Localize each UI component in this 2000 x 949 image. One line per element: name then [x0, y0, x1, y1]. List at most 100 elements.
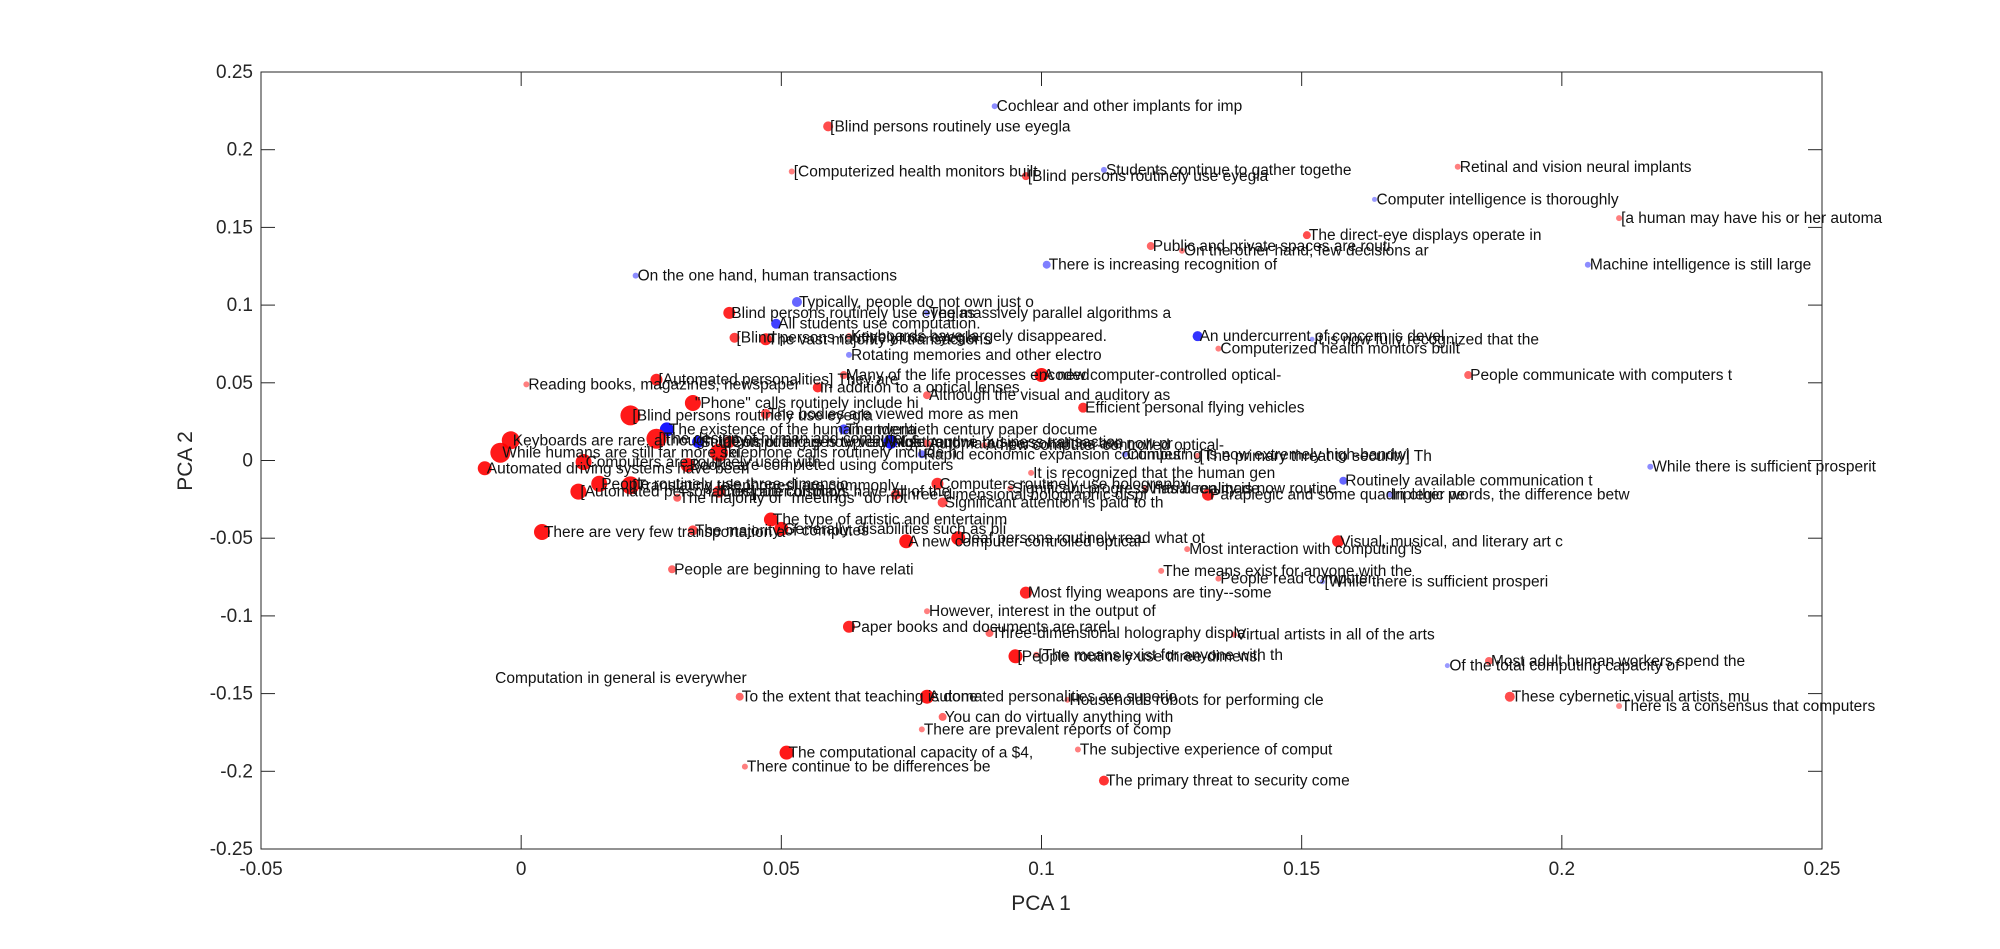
- data-point-label: Blind persons routinely use eyeglas: [731, 305, 975, 322]
- data-point: [838, 424, 849, 435]
- plot-area: [260, 71, 1823, 850]
- data-point: [687, 525, 698, 536]
- data-point: [1387, 491, 1394, 498]
- y-tick-label: 0: [242, 451, 253, 472]
- data-point: [1033, 651, 1040, 658]
- data-point: [692, 435, 705, 448]
- data-point: [1647, 463, 1654, 470]
- data-point: [759, 333, 772, 346]
- data-point-label: [The means exist for anyone with th: [1038, 647, 1283, 664]
- data-point-label: Significant progress has been made: [1012, 480, 1259, 497]
- y-tick-label: -0.1: [220, 606, 253, 627]
- data-point-label: An undercurrent of concern is devel: [1200, 328, 1445, 345]
- data-point: [883, 434, 898, 449]
- data-point-label: The existence of the human underla: [669, 421, 917, 438]
- data-point: [523, 381, 530, 388]
- data-point-label: Retinal and vision neural implants: [1460, 159, 1692, 176]
- data-point: [1372, 196, 1378, 202]
- data-point: [924, 608, 931, 615]
- data-point-label: Computers are routinely used with: [586, 454, 821, 471]
- data-point: [923, 391, 932, 400]
- data-point-label: [Blind persons routinely use eyegla: [1028, 168, 1269, 185]
- data-point: [1504, 691, 1515, 702]
- data-point-label: Paraplegic and some quadriplegic pe: [1210, 487, 1465, 504]
- data-point-label: Computing is now very high bandwi: [731, 434, 975, 451]
- data-point-label: The subjective experience of comput: [1080, 742, 1333, 759]
- data-point: [1454, 163, 1461, 170]
- data-point-label: While there is sufficient prosperit: [1652, 459, 1876, 476]
- data-point-label: The primary threat to security come: [1106, 773, 1350, 790]
- data-point-label: Machine intelligence is still large: [1590, 257, 1811, 274]
- data-point: [1616, 703, 1623, 710]
- data-point-label: Many of the life processes encoded: [846, 367, 1090, 384]
- y-tick-label: 0.1: [227, 295, 253, 316]
- data-point: [951, 531, 966, 546]
- data-point: [490, 442, 511, 463]
- data-point-label: Automated personalities are superio: [929, 689, 1177, 706]
- data-point-label: Computer displays have all of the: [721, 484, 950, 501]
- data-point: [673, 493, 682, 502]
- data-point-label: Telephone calls routinely include h: [721, 445, 957, 462]
- x-tick-label: 0.15: [1283, 859, 1320, 880]
- data-point-label: Books are completed using computers: [690, 457, 954, 474]
- data-point: [680, 458, 695, 473]
- data-point: [1309, 336, 1315, 342]
- data-point-label: It is recognized that the human gen: [1033, 465, 1275, 482]
- y-tick-label: 0.05: [216, 373, 253, 394]
- data-point-label: Significant attention is paid to th: [945, 494, 1164, 511]
- data-point-label: Computers routinely use holography: [939, 476, 1188, 493]
- data-point: [1121, 451, 1128, 458]
- data-point-label: Keyboards are rare, although they s: [513, 432, 760, 449]
- data-point: [981, 441, 988, 448]
- data-point: [1042, 260, 1051, 269]
- data-point-label: A new computer-controlled optical-: [986, 437, 1224, 454]
- data-point: [735, 692, 744, 701]
- data-point-label: However, interest in the output of: [929, 603, 1156, 620]
- data-point: [763, 512, 778, 527]
- data-point: [1142, 485, 1149, 492]
- data-point-label: The bodies are viewed more as men: [768, 406, 1019, 423]
- data-point: [924, 309, 931, 316]
- data-point-label: [The design of human and computer s: [658, 431, 919, 448]
- data-point-label: [Blind persons routinely use eyegla: [830, 118, 1071, 135]
- data-point-label: The massively parallel algorithms a: [929, 305, 1171, 322]
- data-point: [938, 712, 947, 721]
- data-point: [1464, 371, 1473, 380]
- data-point-label: You can do virtually anything with: [945, 709, 1174, 726]
- data-point: [477, 461, 492, 476]
- data-point-label: Rotating memories and other electro: [851, 347, 1102, 364]
- y-tick-label: -0.2: [220, 761, 253, 782]
- data-point: [1007, 485, 1014, 492]
- data-point-label: Automated personalities are now pr: [929, 435, 1173, 452]
- axis-ticks: [260, 71, 1823, 850]
- data-point-label: People are beginning to have relati: [674, 561, 914, 578]
- data-point: [709, 443, 728, 462]
- data-point: [729, 332, 740, 343]
- data-point: [1332, 535, 1345, 548]
- data-point: [570, 483, 587, 500]
- data-point: [723, 435, 736, 448]
- data-point-label: It is now fully recognized that the: [1314, 331, 1539, 348]
- data-point: [779, 745, 794, 760]
- data-point: [890, 489, 901, 500]
- x-tick-label: -0.05: [239, 859, 282, 880]
- data-point-label: The twentieth century paper docume: [846, 421, 1098, 438]
- data-point: [1215, 575, 1222, 582]
- data-point-label: [The primary threat to security] Th: [1200, 448, 1432, 465]
- annotation-label: Computation in general is everywher: [495, 670, 747, 687]
- data-point-label: The direct-eye displays operate in: [1309, 227, 1542, 244]
- data-point-label: [Blind persons routinely use eyegla: [737, 330, 978, 347]
- data-point-label: The majority of "meetings" do not: [679, 490, 908, 507]
- x-tick-label: 0.2: [1549, 859, 1575, 880]
- data-point: [920, 689, 935, 704]
- x-tick-label: 0: [516, 859, 527, 880]
- data-point-label: Computer intelligence is thoroughly: [1377, 191, 1619, 208]
- data-point: [760, 408, 771, 419]
- data-point: [1078, 402, 1089, 413]
- x-tick-label: 0.25: [1804, 859, 1841, 880]
- data-point-label: Three-dimensional holographic displ: [898, 487, 1147, 504]
- data-point: [812, 382, 823, 393]
- x-axis-title: PCA 1: [1011, 892, 1071, 915]
- data-point-label: Keyboards have largely disappeared.: [851, 328, 1107, 345]
- data-point-label: There are prevalent reports of comp: [924, 721, 1171, 738]
